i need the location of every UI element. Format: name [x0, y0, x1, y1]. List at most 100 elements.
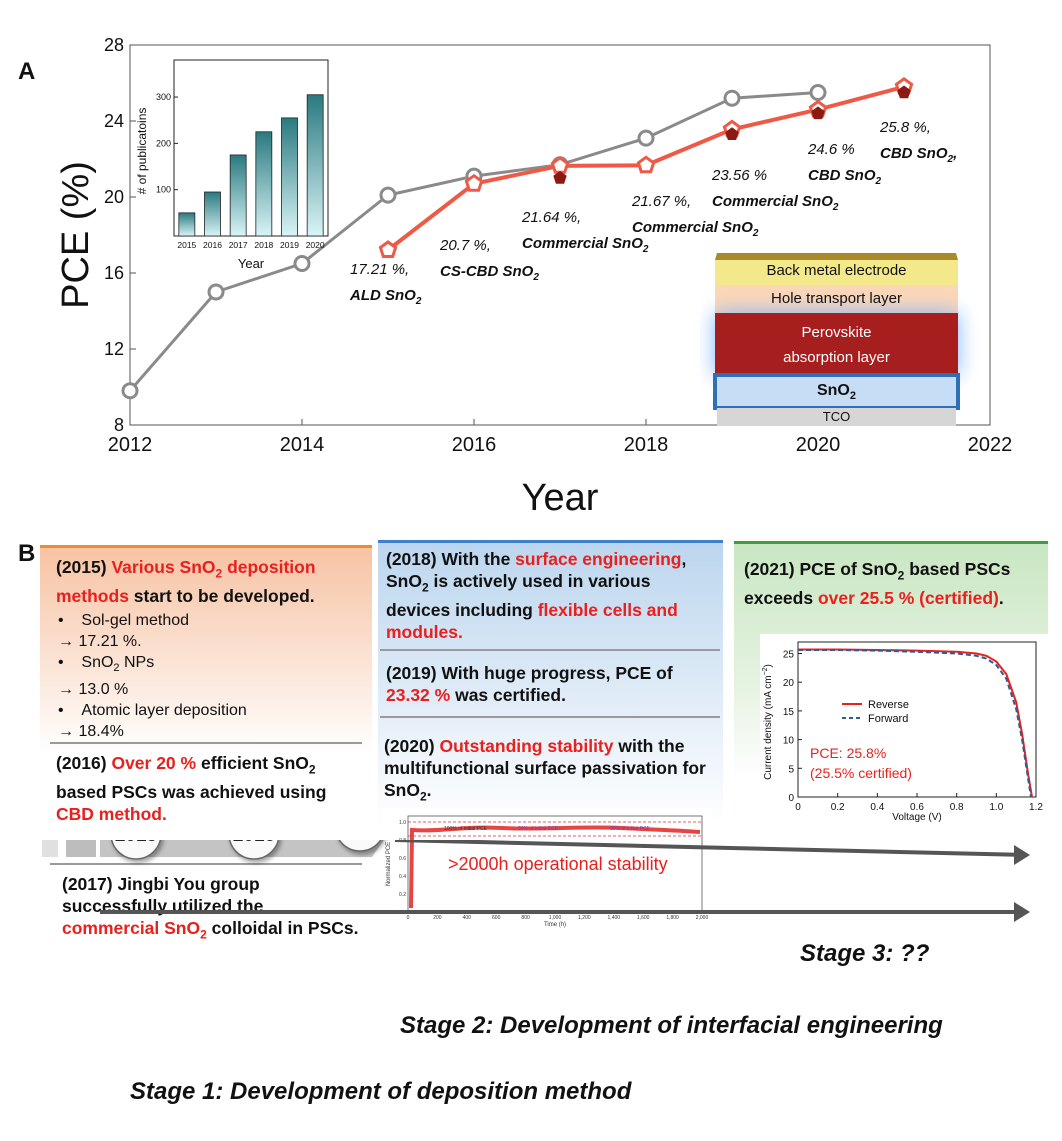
inset-x-tick-label: 2019	[280, 240, 299, 250]
jv-ylabel: Current density (mA cm−2)	[762, 664, 774, 780]
layer-tco: TCO	[822, 409, 851, 424]
y-tick-label: 8	[114, 415, 124, 435]
data-point	[636, 155, 656, 174]
year-circle	[110, 840, 162, 860]
inset-bar	[281, 117, 298, 237]
data-point	[379, 186, 397, 204]
y-tick-label: 16	[104, 263, 124, 283]
jv-xlabel: Voltage (V)	[892, 812, 941, 823]
divider-2017	[50, 863, 362, 865]
stab-x-tick-label: 800	[521, 915, 530, 921]
jv-chart: 0 0.2 0.4 0.6 0.8 1.0 1.2 0 5 10 15 20 25 Reverse Fo…	[760, 634, 1050, 824]
stab-x-tick-label: 600	[492, 915, 501, 921]
inset-x-tick-label: 2018	[254, 240, 273, 250]
method-list: • Sol-gel method → 17.21 %. • SnO2 NPs →…	[58, 610, 358, 742]
stage-2-label: Stage 2: Development of interfacial engi…	[400, 1012, 943, 1039]
stab-m1: 100% of initial PCE	[444, 826, 487, 832]
jv-y-tick-label: 15	[783, 707, 795, 718]
pce-chart: 2012 2014 2016 2018 2020 2022 8 12 16 20 24 28 PCE …	[55, 35, 1012, 519]
pce-annotation: 21.64 %, Commercial SnO2	[522, 209, 649, 255]
pce-annotation: 24.6 % CBD SnO2	[808, 141, 882, 187]
divider-2016	[50, 742, 362, 744]
pce-annotation: 20.7 %, CS-CBD SnO2	[440, 237, 539, 283]
year-label: 2016	[233, 840, 275, 846]
stab-x-tick-label: 1,200	[578, 915, 591, 921]
legend-reverse: Reverse	[868, 699, 909, 711]
inset-y-title: # of publicatoins	[135, 108, 149, 195]
layer-perovskite-2: absorption layer	[783, 349, 890, 366]
inset-y-tick-label: 200	[156, 138, 171, 148]
result-ald: → 18.4%	[58, 723, 124, 741]
stability-plot: 0 200 400 600 800 1,000 1,200 1,400 1,600 1,800 2,…	[382, 808, 712, 928]
data-point	[553, 171, 567, 184]
stab-m2: 90% of initial PCE	[518, 826, 559, 832]
year-circle	[228, 840, 280, 860]
data-point	[293, 255, 311, 272]
stab-x-tick-label: 2,000	[696, 915, 709, 921]
inset-x-tick-label: 2016	[203, 240, 222, 250]
text-2020: (2020) Outstanding stability with the mu…	[384, 736, 706, 804]
data-point	[464, 173, 484, 192]
stab-x-tick-label: 1,800	[666, 915, 679, 921]
pce-annotation: 21.67 %, Commercial SnO2	[632, 193, 759, 239]
jv-cert: (25.5% certified)	[810, 765, 912, 781]
stab-y-tick-label: 0.4	[399, 874, 406, 880]
timeline: 2015201620172018201920202021	[42, 840, 1030, 922]
jv-x-tick-label: 0.6	[910, 802, 924, 813]
x-tick-label: 2012	[108, 434, 153, 456]
stab-annotation: >2000h operational stability	[448, 854, 668, 874]
inset-bar	[204, 191, 221, 237]
inset-y-tick-label: 300	[156, 92, 171, 102]
stab-ylabel: Normalized PCE	[386, 842, 392, 886]
pce-annotation: 25.8 %, CBD SnO2,	[880, 119, 958, 165]
year-label: 2015	[115, 840, 158, 846]
inset-bar	[229, 154, 247, 237]
stab-y-tick-label: 0.6	[399, 856, 406, 862]
year-circle	[338, 840, 382, 852]
panel-a-label: A	[18, 58, 36, 85]
stab-x-tick-label: 1,600	[637, 915, 650, 921]
bullet-ald: • Atomic layer deposition	[58, 702, 247, 720]
jv-series-reverse	[798, 648, 1033, 798]
data-point	[121, 382, 139, 400]
stab-x-tick-label: 0	[407, 915, 410, 921]
jv-y-tick-label: 5	[788, 764, 794, 775]
data-point	[550, 155, 570, 174]
y-axis-title: PCE (%)	[55, 161, 97, 309]
result-nps: → 13.0 %	[58, 681, 129, 699]
data-point	[811, 106, 825, 120]
text-2018: (2018) With the surface engineering, SnO…	[386, 549, 687, 642]
jv-x-tick-label: 1.0	[989, 802, 1003, 813]
publication-inset: 100 200 300 2015 2016 2017 2018 2019 2020 # of p…	[135, 59, 329, 271]
jv-series-forward	[798, 649, 1032, 798]
data-point	[809, 84, 827, 101]
x-tick-label: 2018	[624, 434, 669, 456]
stage-3-label: Stage 3: ??	[800, 940, 930, 967]
jv-y-tick-label: 25	[783, 649, 795, 660]
bullet-nps: • SnO2 NPs	[58, 654, 155, 675]
pce-annotation: 23.56 % Commercial SnO2	[712, 167, 839, 213]
inset-bar	[178, 212, 196, 237]
plot-frame	[129, 44, 991, 426]
text-2016: (2016) Over 20 % efficient SnO2 based PS…	[56, 753, 327, 824]
jv-x-tick-label: 0.4	[870, 802, 884, 813]
text-2015: (2015) Various SnO2 deposition methods s…	[56, 557, 316, 606]
jv-x-tick-label: 1.2	[1029, 802, 1043, 813]
layer-htl: Hole transport layer	[771, 290, 902, 307]
x-axis-title: Year	[522, 477, 599, 519]
y-tick-label: 24	[104, 111, 124, 131]
jv-y-tick-label: 0	[788, 793, 794, 804]
result-sol-gel: → 17.21 %.	[58, 633, 142, 650]
jv-x-tick-label: 0.2	[831, 802, 845, 813]
x-tick-label: 2020	[796, 434, 841, 456]
inset-bar	[255, 131, 273, 237]
bullet-sol-gel: • Sol-gel method	[58, 612, 190, 629]
stab-xlabel: Time (h)	[544, 922, 566, 928]
layer-back-metal: Back metal electrode	[766, 262, 907, 279]
stage-1-label: Stage 1: Development of deposition metho…	[130, 1078, 632, 1105]
stab-y-tick-label: 1.0	[399, 820, 406, 826]
data-point	[723, 89, 741, 107]
y-tick-label: 20	[104, 187, 124, 207]
data-point	[725, 127, 739, 140]
device-stack: Back metal electrode Hole transport laye…	[700, 250, 980, 430]
